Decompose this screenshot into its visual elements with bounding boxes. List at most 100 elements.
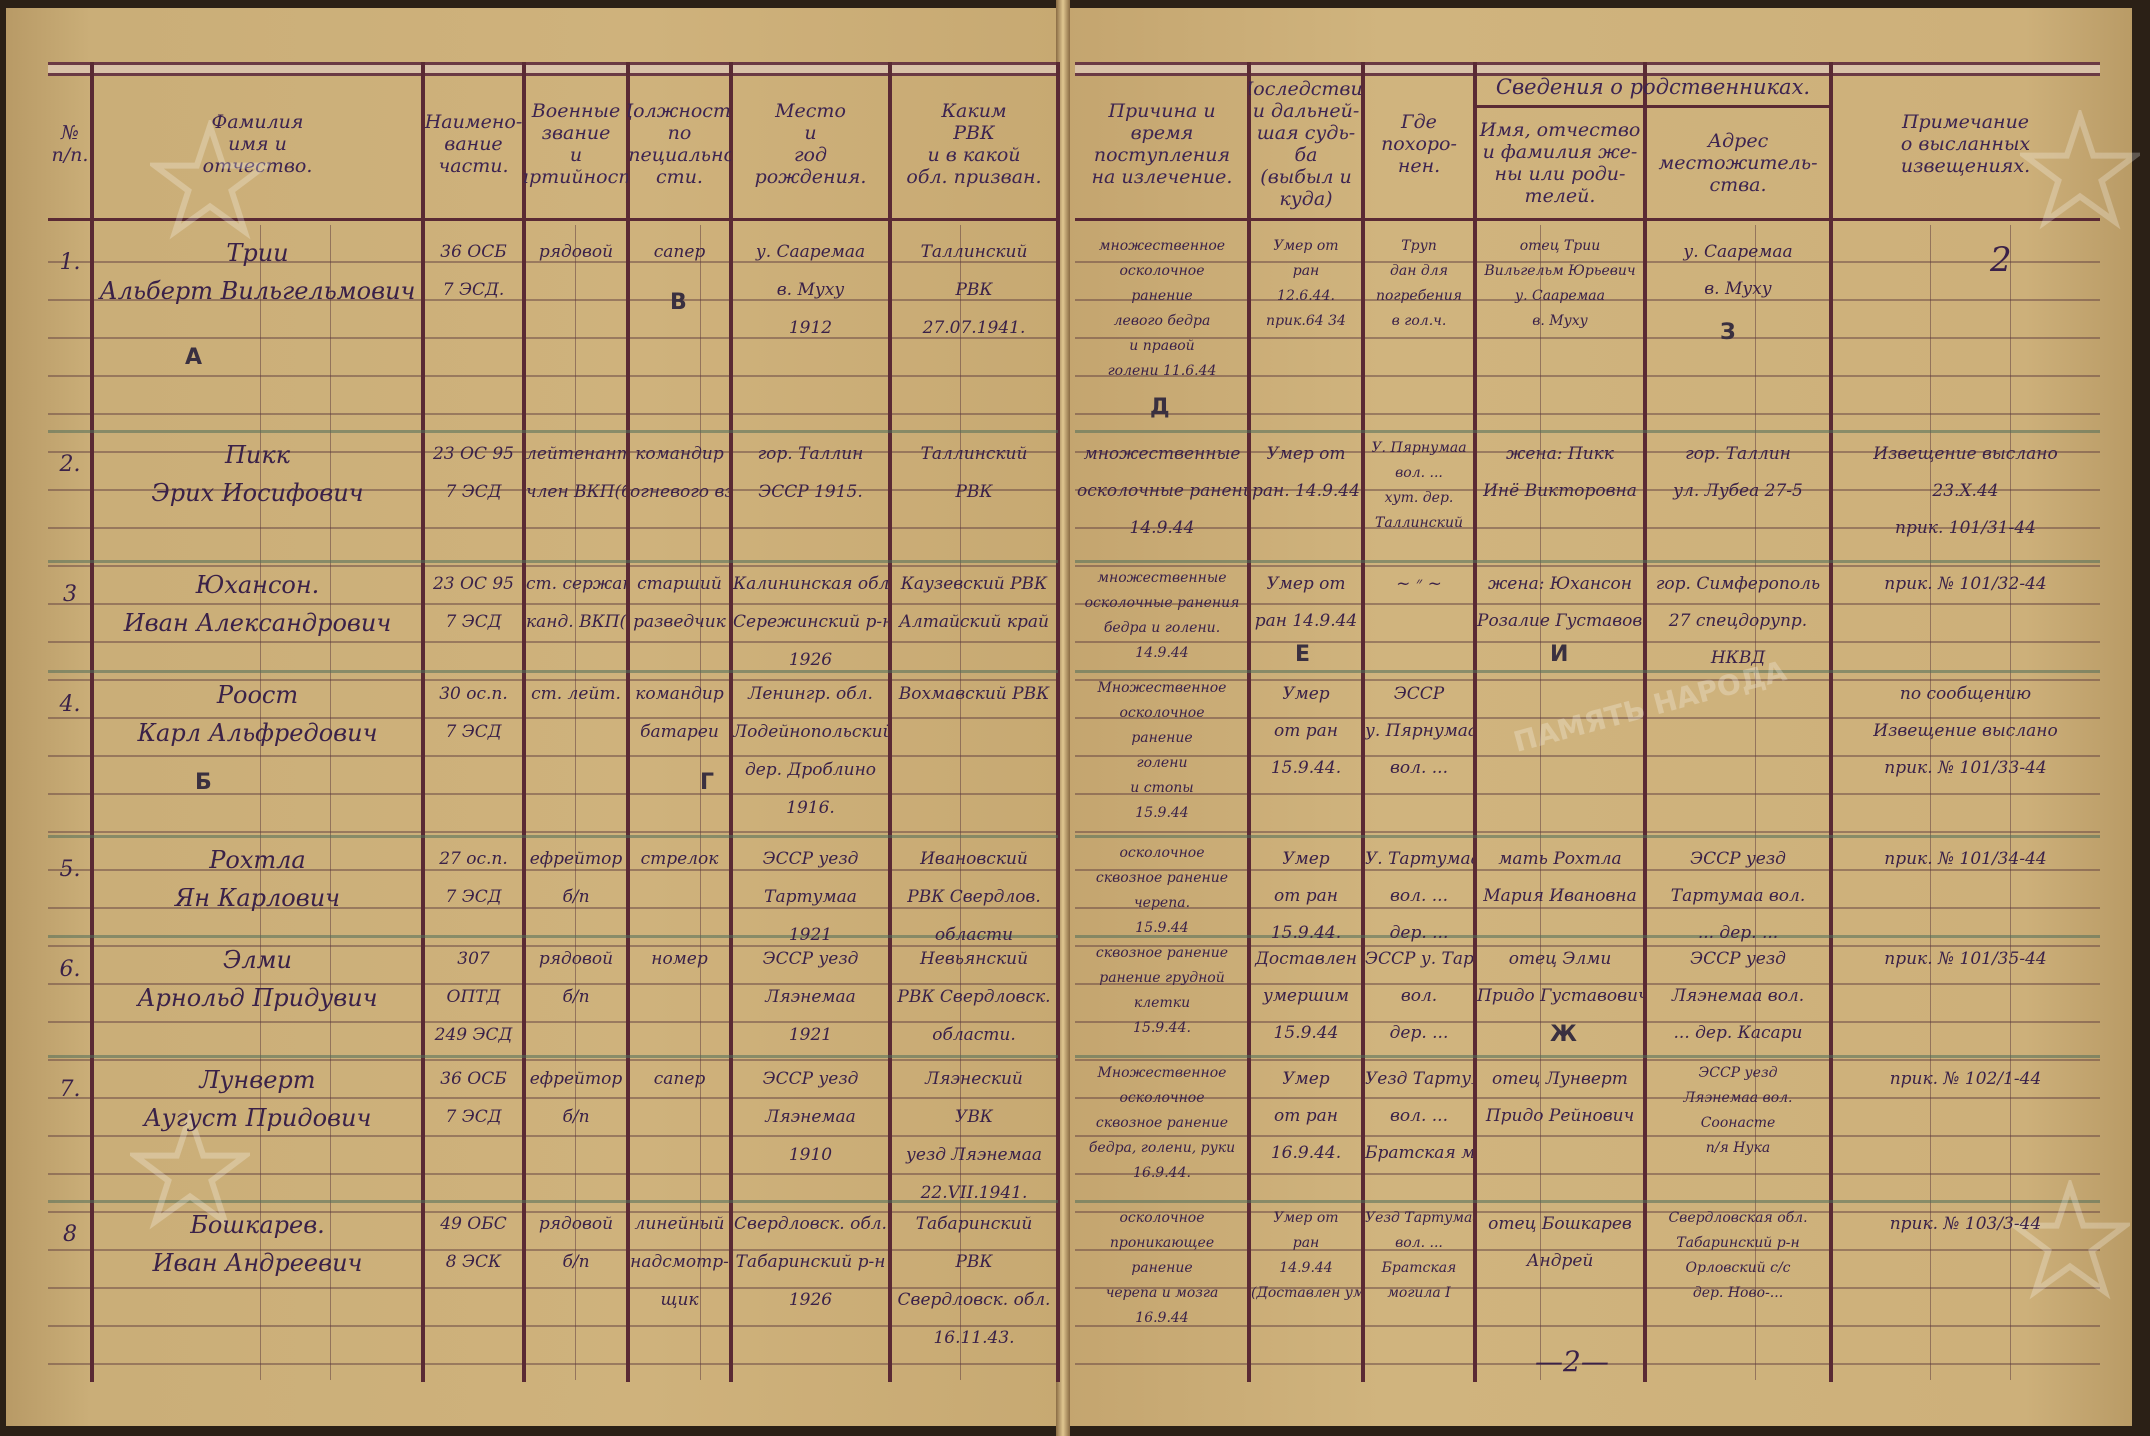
row-separator [48,430,1058,433]
position-line: щик [660,1290,699,1310]
name-line: Аугуст Придович [143,1104,372,1132]
unit-line: 7 ЭСД. [442,280,505,300]
buried-line: дер. ... [1389,1023,1449,1043]
rvk-line: Ляэнеский [925,1069,1023,1089]
birth-line: 1926 [788,1290,833,1310]
unit-line: 36 ОСБ [440,1069,507,1089]
rank-line: б/п [562,1107,590,1127]
left-page [6,8,1062,1426]
header-bottom-rule-left [48,218,1058,221]
birth-line: Свердловск. обл. [734,1214,887,1234]
address-line: ЭССР уезд [1698,1065,1778,1081]
name-line: Альберт Вильгельмович [99,277,416,305]
buried-line: У. Тартумаа [1365,849,1473,869]
section-letter: Г [700,770,715,795]
column-subdivider [1540,225,1541,1380]
cause-line: осколочное [1119,1090,1205,1106]
page-number-top: 2 [1990,240,2012,280]
fate-line: Доставлен [1255,949,1357,969]
birth-line: ЭССР уезд [762,849,859,869]
unit-line: 8 ЭСК [445,1252,502,1272]
cause-line: Множественное [1097,680,1227,696]
section-letter: Б [195,770,212,795]
rvk-line: 22.VII.1941. [920,1183,1028,1203]
rvk-line: области. [932,1025,1016,1045]
buried-line: Таллинский [1375,515,1463,531]
column-subdivider [1930,225,1931,1380]
rvk-line: РВК [955,1252,993,1272]
column-divider [1361,62,1365,1382]
address-line: у. Сааремаа [1683,242,1793,262]
cause-line: ранение [1131,288,1193,304]
name-line: Трии [226,239,289,267]
buried-line: Братская могила [1365,1143,1473,1163]
name-line: Пикк [224,441,291,469]
cause-line: осколочные ранения [1077,481,1247,501]
fate-line: ран. 14.9.44 [1252,481,1360,501]
address-line: Свердловская обл. [1668,1210,1808,1226]
name-line: Арнольд Придувич [137,984,378,1012]
birth-line: Ляэнемаа [765,1107,856,1127]
section-letter: И [1550,642,1569,667]
birth-line: 1910 [788,1145,833,1165]
rvk-line: 16.11.43. [933,1328,1015,1348]
row-number: 4. [59,692,81,717]
ruled-lines-right [1075,225,2100,1385]
column-divider [1829,62,1833,1382]
fate-line: ран [1292,1235,1320,1251]
birth-line: 1921 [788,925,833,945]
notes-line: прик. № 101/35-44 [1884,949,2047,969]
notes-line: 23.Х.44 [1932,481,1999,501]
buried-line: вол. ... [1395,1235,1443,1251]
rank-line: рядовой [538,1214,614,1234]
birth-line: Лодейнопольский р-н [733,722,888,742]
position-line: командир [635,444,724,464]
column-divider [421,62,425,1382]
rvk-line: Табаринский [915,1214,1033,1234]
address-line: Ляэнемаа вол. [1671,986,1805,1006]
name-line: Ян Карлович [174,884,341,912]
cause-line: и правой [1129,338,1195,354]
cause-line: 15.9.44 [1135,805,1189,821]
buried-line: Братская [1381,1260,1457,1276]
relative-line: в. Муху [1532,313,1588,329]
notes-line: прик. № 101/34-44 [1884,849,2047,869]
rvk-line: Алтайский край [899,612,1049,632]
rvk-line: РВК Свердловск. [897,987,1051,1007]
rvk-line: Таллинский [920,444,1028,464]
rvk-line: РВК [955,280,993,300]
buried-line: дер. ... [1389,923,1449,943]
fate-line: 15.9.44. [1270,758,1342,778]
column-header: Причина и время поступления на излечение… [1091,100,1233,188]
rvk-line: Свердловск. обл. [897,1290,1051,1310]
relative-line: отец Элми [1508,949,1612,969]
birth-line: Табаринский р-н [735,1252,886,1272]
row-number: 3 [63,582,77,607]
row-number: 2. [59,452,81,477]
rank-line: канд. ВКП(б) [526,612,626,632]
relative-line: Вильгельм Юрьевич [1484,263,1636,279]
name-line: Роост [216,681,299,709]
buried-line: ЭССР у. Тарт. [1365,949,1473,969]
column-header: Последствия и дальней- шая судь- ба (выб… [1249,78,1363,210]
address-line: ЭССР уезд [1690,949,1786,969]
cause-line: Множественное [1097,1065,1227,1081]
birth-line: гор. Таллин [757,444,864,464]
cause-line: левого бедра [1113,313,1211,329]
unit-line: 36 ОСБ [440,242,507,262]
section-letter: Д [1150,395,1170,420]
notes-line: прик. № 102/1-44 [1889,1069,2042,1089]
rank-line: б/п [562,987,590,1007]
birth-line: дер. Дроблино [744,760,877,780]
rvk-line: Невьянский [919,949,1029,969]
column-subdivider [575,225,576,1380]
row-separator [48,560,1058,563]
birth-line: Ляэнемаа [765,987,856,1007]
row-separator [1075,1200,2100,1203]
birth-line: Тартумаа [764,887,857,907]
fate-line: от ран [1274,1106,1338,1126]
rank-line: лейтенант [526,444,626,464]
buried-line: вол. ... [1395,465,1443,481]
address-line: ... дер. Касари [1673,1023,1803,1043]
address-line: Ляэнемаа вол. [1683,1090,1793,1106]
